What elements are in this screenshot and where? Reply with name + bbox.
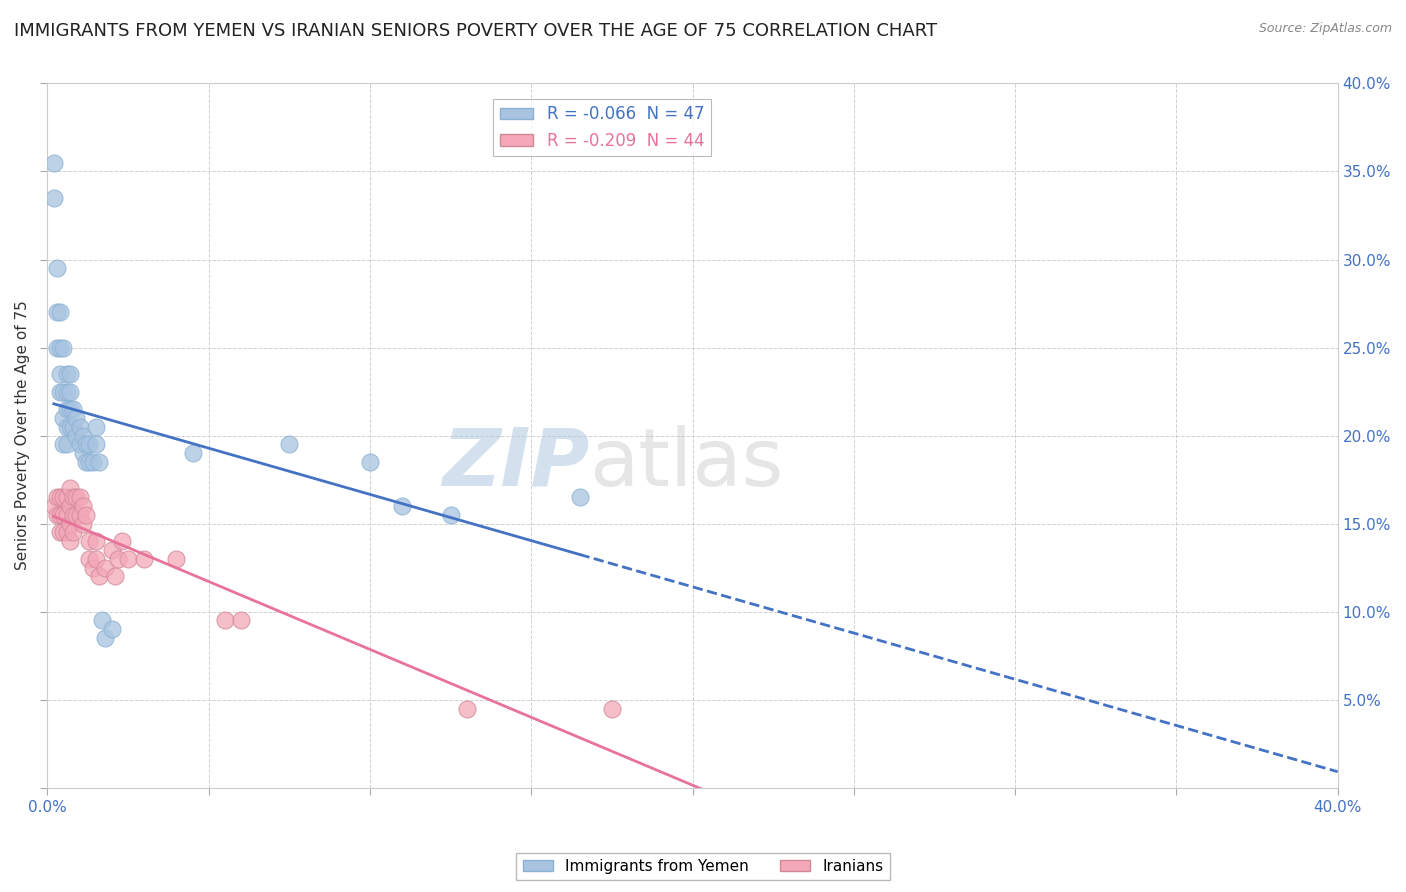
Point xyxy=(84,552,107,566)
Point xyxy=(82,560,104,574)
Point xyxy=(46,305,69,319)
Point xyxy=(46,508,69,522)
Point xyxy=(55,419,77,434)
Point xyxy=(46,341,69,355)
Point xyxy=(82,455,104,469)
Point xyxy=(107,552,129,566)
Point xyxy=(75,455,97,469)
Point xyxy=(52,384,75,399)
Point xyxy=(59,367,82,381)
Point xyxy=(568,490,591,504)
Point xyxy=(439,508,461,522)
Point xyxy=(134,552,156,566)
Point xyxy=(69,419,91,434)
Point xyxy=(49,508,72,522)
Point xyxy=(600,701,623,715)
Point xyxy=(49,490,72,504)
Point xyxy=(52,341,75,355)
Point xyxy=(65,508,87,522)
Point xyxy=(55,525,77,540)
Point xyxy=(72,516,94,531)
Point xyxy=(49,367,72,381)
Point xyxy=(59,516,82,531)
Point xyxy=(165,552,187,566)
Point xyxy=(84,534,107,549)
Point xyxy=(75,437,97,451)
Point xyxy=(117,552,139,566)
Point xyxy=(59,482,82,496)
Point xyxy=(55,402,77,417)
Point xyxy=(278,437,301,451)
Point xyxy=(69,508,91,522)
Point xyxy=(52,437,75,451)
Point xyxy=(52,508,75,522)
Point xyxy=(49,341,72,355)
Y-axis label: Seniors Poverty Over the Age of 75: Seniors Poverty Over the Age of 75 xyxy=(15,301,30,571)
Point xyxy=(46,261,69,276)
Point xyxy=(101,543,124,558)
Point xyxy=(52,411,75,425)
Point xyxy=(84,419,107,434)
Point xyxy=(391,499,413,513)
Point xyxy=(62,490,84,504)
Point xyxy=(72,428,94,442)
Point xyxy=(52,490,75,504)
Legend: Immigrants from Yemen, Iranians: Immigrants from Yemen, Iranians xyxy=(516,853,890,880)
Point xyxy=(52,525,75,540)
Point xyxy=(62,402,84,417)
Point xyxy=(65,428,87,442)
Point xyxy=(55,367,77,381)
Point xyxy=(75,508,97,522)
Text: IMMIGRANTS FROM YEMEN VS IRANIAN SENIORS POVERTY OVER THE AGE OF 75 CORRELATION : IMMIGRANTS FROM YEMEN VS IRANIAN SENIORS… xyxy=(14,22,938,40)
Point xyxy=(42,499,65,513)
Point xyxy=(110,534,132,549)
Point xyxy=(104,569,127,583)
Point xyxy=(69,437,91,451)
Point xyxy=(181,446,204,460)
Point xyxy=(62,508,84,522)
Point xyxy=(55,437,77,451)
Point xyxy=(49,305,72,319)
Point xyxy=(55,384,77,399)
Point xyxy=(59,419,82,434)
Point xyxy=(79,534,101,549)
Legend: R = -0.066  N = 47, R = -0.209  N = 44: R = -0.066 N = 47, R = -0.209 N = 44 xyxy=(494,99,711,156)
Point xyxy=(59,534,82,549)
Point xyxy=(101,622,124,636)
Point xyxy=(42,155,65,169)
Point xyxy=(55,490,77,504)
Point xyxy=(91,614,114,628)
Point xyxy=(87,569,110,583)
Point xyxy=(229,614,252,628)
Point xyxy=(49,525,72,540)
Point xyxy=(87,455,110,469)
Point xyxy=(42,191,65,205)
Point xyxy=(79,552,101,566)
Point xyxy=(69,490,91,504)
Point xyxy=(72,499,94,513)
Text: atlas: atlas xyxy=(589,425,783,503)
Point xyxy=(59,499,82,513)
Point xyxy=(49,384,72,399)
Point xyxy=(59,402,82,417)
Point xyxy=(62,525,84,540)
Point xyxy=(456,701,478,715)
Point xyxy=(55,508,77,522)
Point xyxy=(84,437,107,451)
Point xyxy=(79,455,101,469)
Point xyxy=(62,419,84,434)
Point xyxy=(94,560,117,574)
Point xyxy=(59,384,82,399)
Point xyxy=(46,490,69,504)
Point xyxy=(94,631,117,645)
Point xyxy=(79,437,101,451)
Point xyxy=(65,411,87,425)
Text: Source: ZipAtlas.com: Source: ZipAtlas.com xyxy=(1258,22,1392,36)
Text: ZIP: ZIP xyxy=(441,425,589,503)
Point xyxy=(72,446,94,460)
Point xyxy=(214,614,236,628)
Point xyxy=(65,490,87,504)
Point xyxy=(359,455,381,469)
